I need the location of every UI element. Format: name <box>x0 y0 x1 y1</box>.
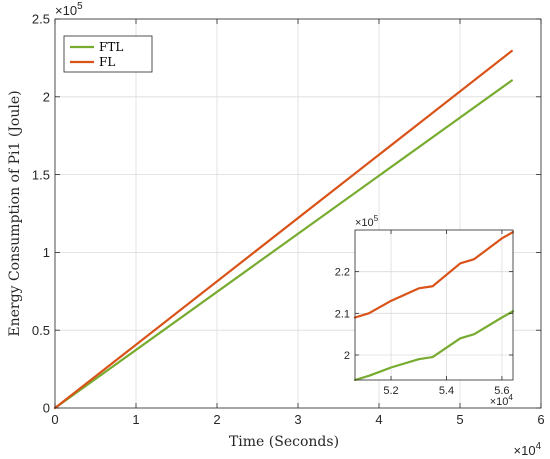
y-axis-label: Energy Consumption of Pi1 (Joule) <box>7 90 23 336</box>
inset-plot-area <box>355 230 513 380</box>
main-x-tick-label: 4 <box>375 412 382 427</box>
x-axis-label: Time (Seconds) <box>229 434 339 450</box>
legend-box <box>63 35 153 73</box>
inset-chart: 5.2 5.4 5.622.12.2×105×104 <box>335 214 515 408</box>
main-y-tick-label: 0 <box>43 401 50 416</box>
main-x-exponent-base: ×10 <box>514 443 536 458</box>
main-y-tick-label: 2 <box>43 89 50 104</box>
main-y-tick-label: 1 <box>43 245 50 260</box>
inset-x-exponent-power: 4 <box>508 393 513 402</box>
main-x-exponent-label: ×104 <box>514 441 542 458</box>
main-x-tick-label: 6 <box>537 412 544 427</box>
inset-y-exponent-label: ×105 <box>355 214 379 229</box>
inset-y-tick-label: 2.1 <box>335 308 350 320</box>
main-y-exponent-base: ×10 <box>55 3 77 18</box>
inset-y-exponent-power: 5 <box>374 214 379 223</box>
inset-y-tick-label: 2 <box>344 350 350 362</box>
inset-series-line-fl <box>353 230 515 319</box>
main-x-tick-label: 2 <box>213 412 220 427</box>
main-y-tick-label: 1.5 <box>32 167 50 182</box>
main-series-line-ftl <box>53 79 513 410</box>
main-x-tick-label: 3 <box>294 412 301 427</box>
legend-label-fl: FL <box>99 55 115 69</box>
main-x-tick-label: 1 <box>132 412 139 427</box>
main-x-tick-label: 0 <box>51 412 58 427</box>
inset-axes-box <box>354 229 514 381</box>
legend-label-ftl: FTL <box>99 40 123 54</box>
inset-x-tick-label: 5.4 <box>439 385 454 397</box>
inset-y-exponent-base: ×10 <box>355 217 374 229</box>
inset-x-tick-label: 5.2 <box>383 385 398 397</box>
main-x-exponent-power: 4 <box>536 441 542 452</box>
inset-series-line-ftl <box>353 310 515 382</box>
inset-x-exponent-base: ×10 <box>490 396 509 408</box>
main-y-exponent-label: ×105 <box>55 1 83 18</box>
main-y-tick-label: 0.5 <box>32 323 50 338</box>
inset-x-tick-label: 5.6 <box>494 385 509 397</box>
inset-x-exponent-label: ×104 <box>490 393 514 408</box>
main-x-tick-label: 5 <box>456 412 463 427</box>
inset-y-tick-label: 2.2 <box>335 267 350 279</box>
main-y-exponent-power: 5 <box>77 1 83 12</box>
main-series-line-fl <box>53 49 513 410</box>
main-y-tick-label: 2.5 <box>32 12 50 27</box>
